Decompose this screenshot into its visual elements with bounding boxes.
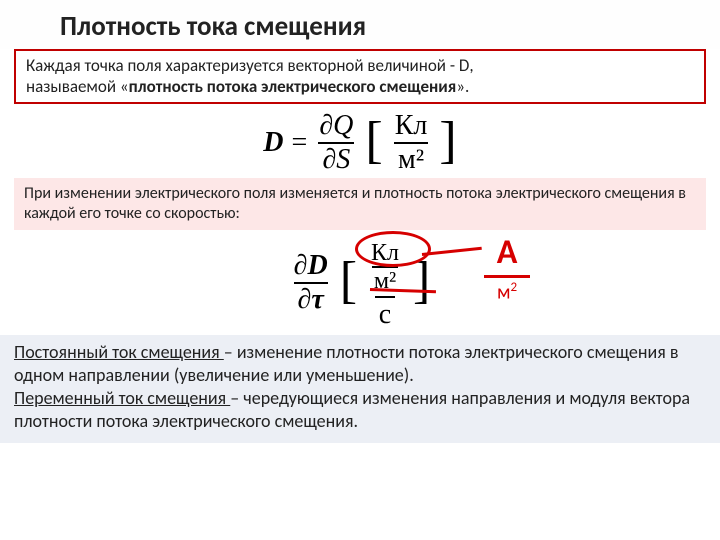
bracket-right-icon-2: ] <box>413 260 430 302</box>
explanation-box: При изменении электрического поля изменя… <box>14 178 706 230</box>
f2-num: ∂D <box>290 252 332 282</box>
f1-unit-frac: Кл м² <box>391 112 432 174</box>
f1-den: ∂S <box>318 142 354 174</box>
def-bold-term: плотность потока электрического смещения <box>129 76 457 97</box>
bracket-left-icon-2: [ <box>340 260 357 302</box>
result-m2-label: м2 <box>484 280 530 305</box>
def-symbol-d: D <box>459 55 469 76</box>
f1-eq: = <box>292 127 308 159</box>
formula-1-block: D = ∂Q ∂S [ Кл м² ] <box>0 110 720 178</box>
def-alternating-term: Переменный ток смещения <box>14 387 230 409</box>
def-text-2c: ». <box>456 76 469 97</box>
def-constant-term: Постоянный ток смещения <box>14 341 224 363</box>
f1-unit-num: Кл <box>391 112 432 142</box>
def-text-2a: называемой « <box>26 76 129 97</box>
definitions-box: Постоянный ток смещения – изменение плот… <box>0 335 720 443</box>
f1-lhs: D <box>263 127 283 159</box>
f1-unit-den: м² <box>394 142 428 174</box>
result-a-label: А <box>484 232 530 273</box>
result-unit: А м2 <box>484 232 530 305</box>
result-fraction-line <box>484 275 530 278</box>
f2-frac: ∂D ∂τ <box>290 252 332 314</box>
def-text-1c: , <box>469 55 473 76</box>
f1-frac: ∂Q ∂S <box>315 112 357 174</box>
result-m2-sup: 2 <box>510 280 517 295</box>
red-oval-annotation <box>355 231 431 267</box>
bracket-right-icon: ] <box>439 120 456 162</box>
f2-unit-outer-den: с <box>375 296 395 329</box>
f2-den: ∂τ <box>294 282 328 314</box>
explanation-text: При изменении электрического поля изменя… <box>24 184 686 223</box>
bracket-left-icon: [ <box>365 120 382 162</box>
formula-1: D = ∂Q ∂S [ Кл м² ] <box>263 112 456 174</box>
slide-title: Плотность тока смещения <box>0 0 720 49</box>
slide: Плотность тока смещения Каждая точка пол… <box>0 0 720 540</box>
f1-num: ∂Q <box>315 112 357 142</box>
result-m2-text: м <box>497 280 511 304</box>
definition-box: Каждая точка поля характеризуется вектор… <box>14 49 706 104</box>
def-text-1: Каждая точка поля характеризуется вектор… <box>26 55 459 76</box>
formula-2-block: ∂D ∂τ [ Кл м² с ] А м2 <box>0 236 720 335</box>
